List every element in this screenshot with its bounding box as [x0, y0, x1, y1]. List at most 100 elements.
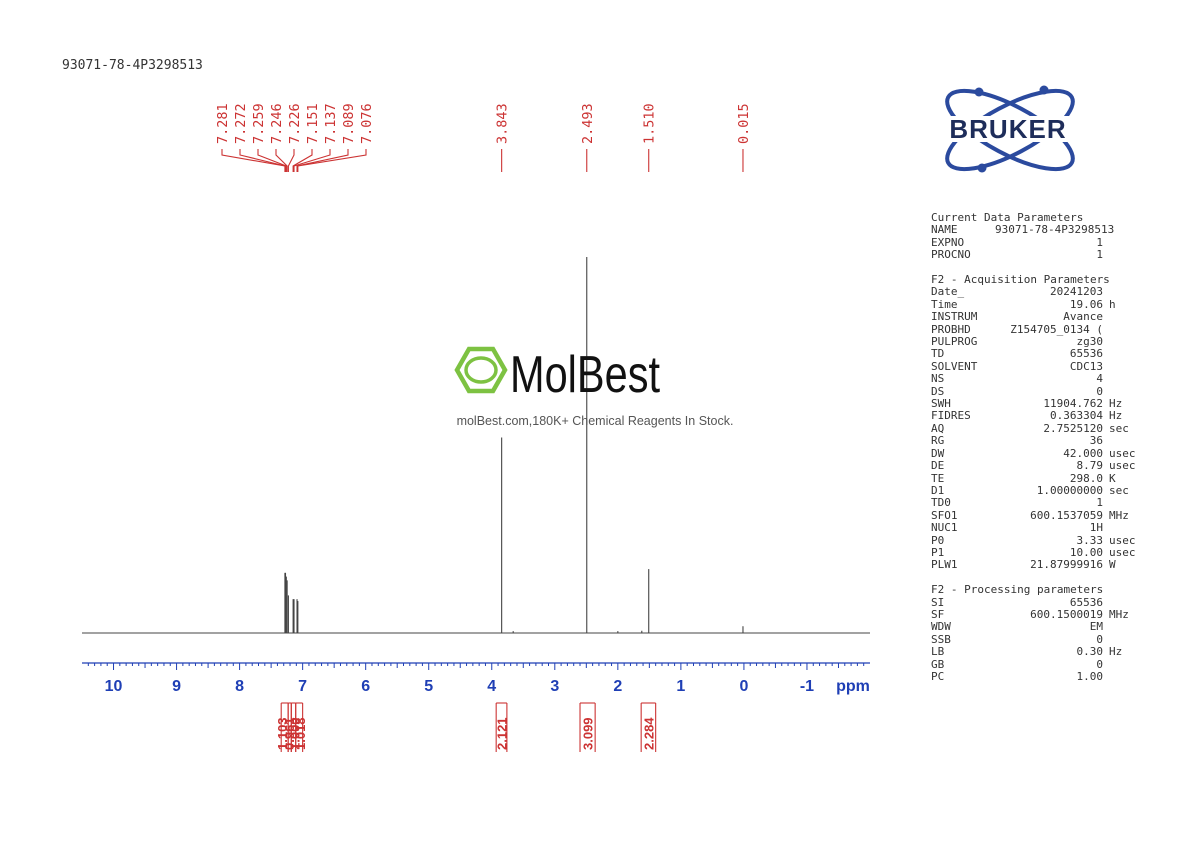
parameter-key: TE — [931, 471, 945, 485]
parameter-row: WDW EM — [931, 620, 1141, 634]
integral-value-label: 3.099 — [581, 717, 596, 750]
parameter-row: PROBHD Z154705_0134 ( — [931, 322, 1141, 336]
parameter-key: DS — [931, 384, 945, 398]
parameter-row: RG 36 — [931, 434, 1141, 448]
parameter-unit — [1103, 435, 1109, 447]
parameter-value: 11904.762 — [1043, 397, 1103, 411]
parameter-row: TD 65536 — [931, 347, 1141, 361]
parameter-row: AQ 2.7525120 sec — [931, 421, 1141, 435]
parameter-value: 0 — [1096, 632, 1103, 646]
trace-layer — [82, 257, 870, 634]
integral-value-label: 2.121 — [495, 717, 510, 750]
x-tick-label: 3 — [550, 678, 559, 695]
parameter-key: SSB — [931, 632, 951, 646]
parameter-unit — [1103, 224, 1109, 236]
parameter-key: TD0 — [931, 496, 951, 510]
peak-shift-label: 7.137 — [323, 103, 339, 144]
parameter-value: 8.79 — [1076, 459, 1104, 473]
parameter-row: Time 19.06 h — [931, 298, 1141, 311]
parameter-row: SI 65536 — [931, 595, 1141, 609]
parameter-value: 65536 — [1069, 595, 1103, 609]
parameter-row: SSB 0 — [931, 632, 1141, 646]
parameter-row: DW 42.000 usec — [931, 446, 1141, 460]
peak-label-connector — [221, 149, 286, 172]
parameter-key: SF — [931, 607, 945, 621]
parameter-value: 600.1500019 — [1030, 607, 1103, 621]
peak-shift-label: 3.843 — [495, 103, 511, 144]
orbit-dot — [977, 163, 987, 173]
parameter-row: PC 1.00 — [931, 670, 1141, 683]
parameter-value: 1 — [1096, 248, 1103, 262]
parameter-value: 1H — [1089, 521, 1103, 535]
parameter-key: DE — [931, 459, 945, 473]
parameter-key: SOLVENT — [931, 359, 978, 373]
parameter-value: CDC13 — [1069, 359, 1103, 373]
peak-shift-label: 7.272 — [233, 103, 249, 144]
parameter-value: 4 — [1096, 372, 1103, 386]
parameter-key: TD — [931, 347, 945, 361]
parameter-row: P0 3.33 usec — [931, 533, 1141, 547]
parameter-key: NUC1 — [931, 521, 958, 535]
parameter-unit — [1103, 249, 1109, 261]
peak-label-connector — [275, 149, 288, 172]
parameter-value: 0 — [1096, 384, 1103, 398]
orbit-ring — [945, 88, 1075, 172]
x-tick-label: 8 — [235, 678, 244, 695]
parameter-unit — [1103, 286, 1109, 298]
parameter-value: EM — [1089, 620, 1103, 634]
integral-value-label: 1.103 — [275, 717, 290, 750]
x-tick-label: 1 — [676, 678, 685, 695]
parameter-row: INSTRUM Avance — [931, 310, 1141, 324]
peak-shift-label: 7.259 — [251, 103, 267, 144]
parameter-key: SFO1 — [931, 508, 958, 522]
parameter-unit: usec — [1109, 459, 1136, 473]
x-tick-label: 9 — [172, 678, 181, 695]
parameter-key: PROBHD — [931, 322, 971, 336]
molbest-tagline: molBest.com,180K+ Chemical Reagents In S… — [456, 414, 734, 428]
parameter-row: DS 0 — [931, 384, 1141, 398]
parameter-key: LB — [931, 645, 945, 659]
parameter-value: 1.00 — [1076, 670, 1104, 683]
bruker-logo-text: BRUKER — [949, 114, 1066, 144]
parameter-value: 42.000 — [1063, 446, 1103, 460]
bruker-logo: BRUKER — [924, 85, 1092, 173]
x-tick-label: 5 — [424, 678, 433, 695]
parameter-row: SWH 11904.762 Hz — [931, 397, 1141, 411]
parameter-unit: usec — [1109, 545, 1136, 559]
parameter-key: AQ — [931, 421, 945, 435]
parameter-row: NS 4 — [931, 372, 1141, 386]
parameter-key: FIDRES — [931, 409, 971, 423]
parameter-value: 600.1537059 — [1030, 508, 1103, 522]
parameter-value: 10.00 — [1069, 545, 1103, 559]
parameter-row: NAME 93071-78-4P3298513 — [931, 223, 1141, 237]
parameter-unit: Hz — [1109, 409, 1123, 423]
x-tick-label: 2 — [613, 678, 622, 695]
peak-shift-label: 7.089 — [341, 103, 357, 144]
parameter-key: INSTRUM — [931, 310, 978, 324]
parameter-value: 1.00000000 — [1036, 483, 1103, 497]
parameter-row: Date_ 20241203 — [931, 286, 1141, 299]
peak-shift-label: 7.151 — [305, 103, 321, 144]
parameter-value: 36 — [1089, 434, 1103, 448]
parameter-row: PROCNO 1 — [931, 248, 1141, 262]
integral-value-label: 1.018 — [293, 717, 308, 750]
x-tick-label: 10 — [105, 678, 123, 695]
parameter-value: 21.87999916 — [1030, 558, 1103, 572]
parameter-key: PULPROG — [931, 335, 978, 349]
parameter-unit — [1103, 671, 1109, 683]
parameter-unit — [1103, 348, 1109, 360]
parameter-section-title: Current Data Parameters — [931, 211, 1084, 224]
parameter-section-title: F2 - Acquisition Parameters — [931, 273, 1110, 287]
molbest-wordmark: MolBest — [510, 346, 660, 404]
parameter-value: 0.363304 — [1050, 409, 1103, 423]
parameter-key: NAME — [931, 223, 958, 237]
peak-shift-label: 7.246 — [269, 103, 285, 144]
parameter-key: EXPNO — [931, 235, 965, 249]
acquisition-parameters-panel: Current Data Parameters NAME 93071-78-4P32… — [931, 211, 1141, 683]
parameter-value: Z154705_0134 ( — [1010, 322, 1103, 336]
orbit-dot — [974, 87, 984, 97]
peak-shift-label: 1.510 — [642, 103, 658, 144]
parameter-value: 3.33 — [1076, 533, 1104, 547]
parameter-row: EXPNO 1 — [931, 235, 1141, 249]
